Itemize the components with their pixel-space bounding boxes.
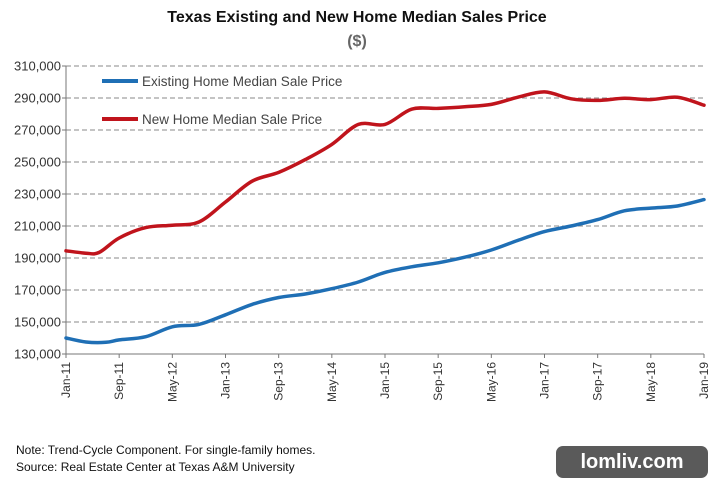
y-tick-label: 130,000 xyxy=(14,347,61,362)
note-text: Note: Trend-Cycle Component. For single-… xyxy=(16,443,316,457)
chart-title: Texas Existing and New Home Median Sales… xyxy=(167,9,547,26)
y-tick-label: 170,000 xyxy=(14,283,61,298)
legend-label: New Home Median Sale Price xyxy=(142,112,322,127)
x-tick-label: Sep-13 xyxy=(272,362,286,401)
y-tick-label: 250,000 xyxy=(14,155,61,170)
y-tick-label: 310,000 xyxy=(14,59,61,74)
x-tick-label: Jan-17 xyxy=(538,362,552,399)
y-tick-label: 210,000 xyxy=(14,219,61,234)
chart-subtitle: ($) xyxy=(347,33,367,50)
x-tick-label: May-14 xyxy=(325,362,339,402)
y-tick-label: 150,000 xyxy=(14,315,61,330)
source-text: Source: Real Estate Center at Texas A&M … xyxy=(16,460,295,474)
legend-label: Existing Home Median Sale Price xyxy=(142,74,342,89)
series-line-new-home xyxy=(64,90,706,256)
y-tick-label: 270,000 xyxy=(14,123,61,138)
x-tick-label: Jan-13 xyxy=(219,362,233,399)
x-tick-label: Jan-11 xyxy=(59,362,73,398)
y-tick-label: 230,000 xyxy=(14,187,61,202)
x-tick-label: Jan-15 xyxy=(378,362,392,399)
y-tick-label: 190,000 xyxy=(14,251,61,266)
x-tick-label: Sep-11 xyxy=(112,362,126,400)
x-tick-label: May-16 xyxy=(484,362,498,402)
watermark-badge: lomliv.com xyxy=(556,446,708,478)
x-tick-label: May-18 xyxy=(644,362,658,402)
x-tick-label: Sep-15 xyxy=(431,362,445,401)
y-tick-label: 290,000 xyxy=(14,91,61,106)
series-line-existing-home xyxy=(64,197,706,345)
x-tick-label: Jan-19 xyxy=(697,362,711,399)
x-tick-label: May-12 xyxy=(165,362,179,402)
x-tick-label: Sep-17 xyxy=(591,362,605,401)
